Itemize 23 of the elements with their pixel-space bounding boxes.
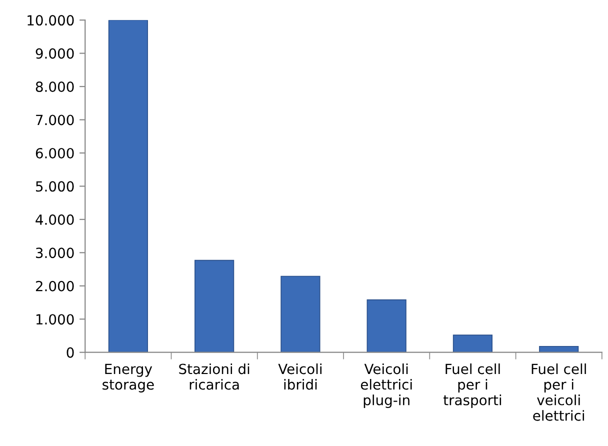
bar	[280, 276, 320, 352]
y-tick-label: 4.000	[36, 214, 74, 225]
x-tick-label: Veicoli ibridi	[278, 363, 322, 390]
y-tick-label: 2.000	[36, 280, 74, 292]
y-tick-label: 10.000	[28, 15, 74, 26]
y-tick-label: 9.000	[36, 48, 74, 59]
bar	[366, 299, 406, 352]
bar	[539, 346, 579, 352]
x-tick-label: Energy storage	[102, 364, 154, 392]
x-tick-label: Fuel cell per i trasporti	[443, 363, 502, 408]
x-tick-label: Stazioni di ricarica	[179, 363, 250, 390]
y-tick-label: 1.000	[36, 314, 74, 325]
bar	[194, 260, 234, 352]
y-tick-label: 8.000	[36, 81, 74, 92]
bar	[452, 334, 493, 352]
x-tick-label: Veicoli elettrici plug-in	[360, 363, 412, 408]
x-tick-label: Fuel cell per i veicoli elettrici	[532, 363, 586, 421]
y-tick-label: 5.000	[36, 181, 74, 192]
y-tick-label: 7.000	[36, 114, 74, 126]
bar	[108, 20, 148, 352]
y-tick-label: 0	[66, 347, 74, 358]
y-tick-label: 6.000	[36, 148, 74, 158]
y-tick-label: 3.000	[36, 248, 74, 258]
